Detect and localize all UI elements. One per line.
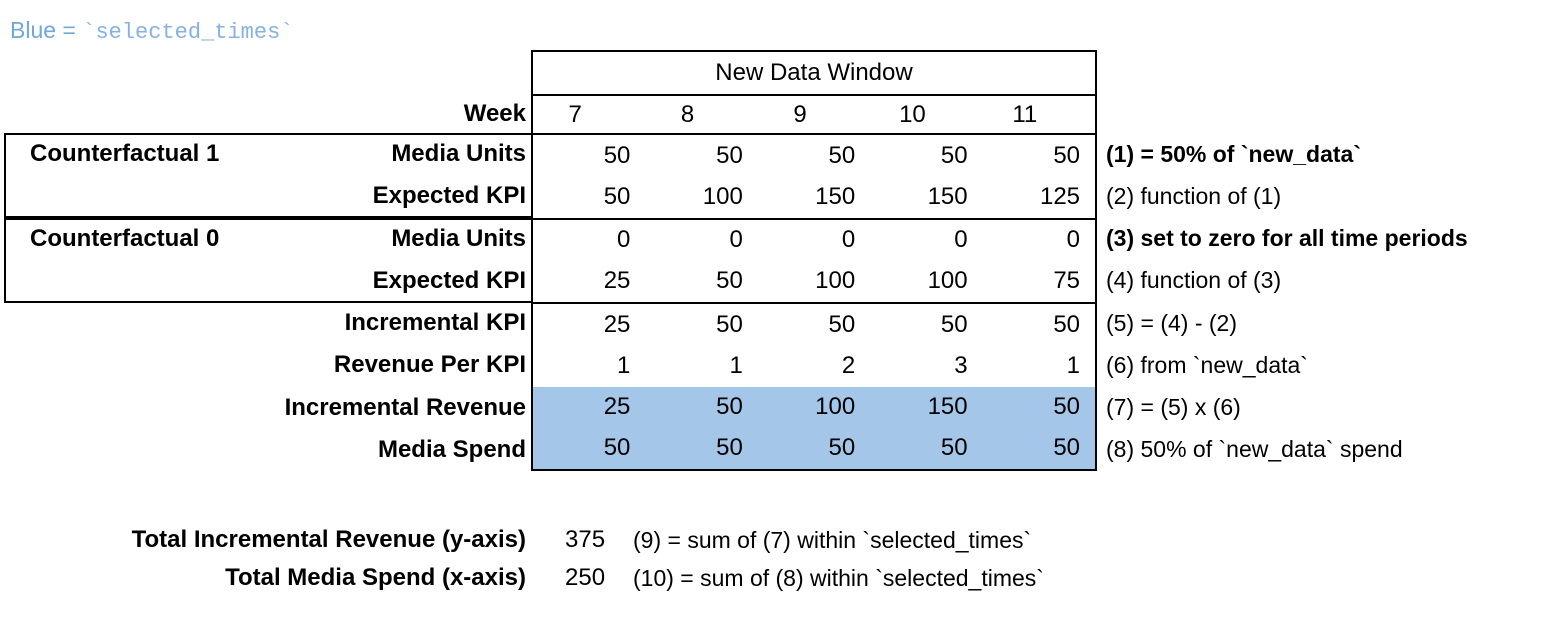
row-labels: Media Units Expected KPI Media Units Exp… [0,133,526,471]
data-table: New Data Window 7 8 9 10 11 50 50 50 50 … [531,50,1097,471]
row-label-media-units-cf1: Media Units [391,140,526,168]
annotation-1: (1) = 50% of `new_data` [1106,140,1361,167]
data-cell: 50 [603,434,631,462]
data-cell: 50 [716,310,743,338]
data-cell: 50 [1053,310,1081,338]
table-row-revenue-per-kpi: 1 1 2 3 1 [533,345,1095,386]
data-cell: 1 [1066,351,1081,379]
counterfactual-1-label: Counterfactual 1 [30,140,220,167]
total-incremental-revenue-label: Total Incremental Revenue (y-axis) [131,526,526,553]
data-cell: 100 [815,267,856,295]
week-cell: 10 [899,100,926,128]
data-cell: 50 [828,141,856,169]
row-label-incremental-revenue: Incremental Revenue [284,393,526,421]
annotation-3: (3) set to zero for all time periods [1106,225,1468,252]
row-label-expected-kpi-cf1: Expected KPI [372,182,526,210]
annotation-8: (8) 50% of `new_data` spend [1106,436,1403,463]
data-cell: 50 [940,141,968,169]
data-cell: 50 [716,393,743,421]
week-cell: 8 [680,100,695,128]
data-cell: 50 [716,434,743,462]
table-row-media-units-cf0: 0 0 0 0 0 [533,220,1095,261]
data-cell: 150 [815,182,856,210]
total-incremental-revenue-row: Total Incremental Revenue (y-axis) 375 (… [0,519,1544,561]
week-cell: 9 [793,100,807,128]
week-row: 7 8 9 10 11 [533,96,1095,135]
row-label-media-spend: Media Spend [377,435,526,463]
table-row-media-units-cf1: 50 50 50 50 50 [533,135,1095,176]
data-cell: 25 [603,393,631,421]
data-cell: 0 [617,226,631,254]
data-cell: 2 [841,351,856,379]
data-cell: 3 [954,351,968,379]
data-cell: 1 [617,351,631,379]
data-cell: 50 [1053,141,1081,169]
data-cell: 0 [841,226,856,254]
data-cell: 100 [927,267,968,295]
row-label-revenue-per-kpi: Revenue Per KPI [333,351,526,379]
data-cell: 50 [940,310,968,338]
data-cell: 150 [927,393,968,421]
data-cell: 100 [815,393,856,421]
legend-label: Blue = [10,17,76,43]
total-incremental-revenue-value: 375 [565,526,606,553]
annotation-2: (2) function of (1) [1106,182,1282,209]
data-cell: 150 [927,182,968,210]
data-cell: 50 [828,434,856,462]
table-row-incremental-kpi: 25 50 50 50 50 [533,304,1095,345]
annotation-6: (6) from `new_data` [1106,351,1308,378]
data-cell: 50 [1053,393,1081,421]
table-row-expected-kpi-cf1: 50 100 150 150 125 [533,176,1095,220]
annotation-5: (5) = (4) - (2) [1106,309,1237,336]
data-cell: 100 [702,182,743,210]
table-row-incremental-revenue: 25 50 100 150 50 [533,386,1095,428]
data-cell: 25 [603,267,631,295]
data-cell: 1 [729,351,743,379]
counterfactual-0-label: Counterfactual 0 [30,225,220,252]
annotation-7: (7) = (5) x (6) [1106,394,1241,421]
data-cell: 125 [1039,182,1081,210]
data-cell: 50 [716,141,743,169]
table-title: New Data Window [533,52,1095,96]
row-label-incremental-kpi: Incremental KPI [344,309,526,337]
table-row-expected-kpi-cf0: 25 50 100 100 75 [533,261,1095,304]
legend: Blue = `selected_times` [10,17,293,45]
data-cell: 50 [1053,434,1081,462]
data-cell: 50 [716,267,743,295]
data-cell: 50 [828,310,856,338]
data-cell: 0 [729,226,743,254]
week-header-label: Week [463,99,526,127]
legend-code: `selected_times` [82,20,294,45]
total-media-spend-label: Total Media Spend (x-axis) [225,564,526,591]
table-row-media-spend: 50 50 50 50 50 [533,427,1095,469]
data-cell: 50 [603,182,631,210]
data-cell: 25 [603,310,631,338]
annotation-4: (4) function of (3) [1106,267,1282,294]
data-cell: 0 [954,226,968,254]
row-label-media-units-cf0: Media Units [391,224,526,252]
data-cell: 50 [603,141,631,169]
total-media-spend-row: Total Media Spend (x-axis) 250 (10) = su… [0,557,1544,599]
week-cell: 11 [1012,100,1038,128]
annotations: (1) = 50% of `new_data` (2) function of … [1106,133,1542,471]
total-media-spend-value: 250 [565,564,606,591]
table-body: 50 50 50 50 50 50 100 150 150 125 0 0 0 … [533,135,1095,469]
annotation-9: (9) = sum of (7) within `selected_times` [633,526,1032,553]
data-cell: 0 [1066,226,1081,254]
data-cell: 75 [1053,267,1081,295]
annotation-10: (10) = sum of (8) within `selected_times… [633,564,1044,591]
row-label-expected-kpi-cf0: Expected KPI [372,266,526,294]
week-cell: 7 [568,100,582,128]
data-cell: 50 [940,434,968,462]
